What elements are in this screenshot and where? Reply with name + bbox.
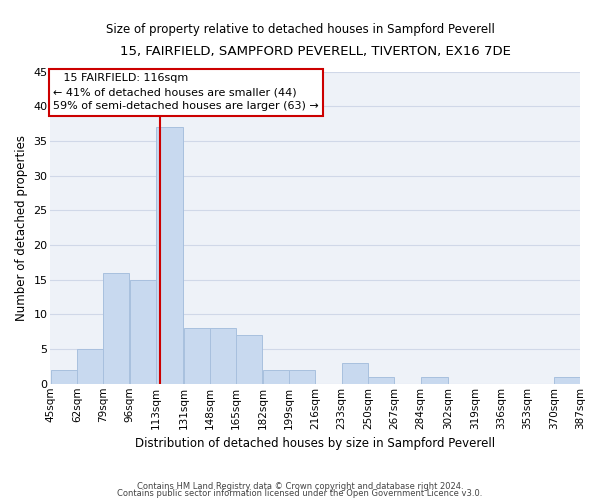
Bar xyxy=(156,127,184,384)
X-axis label: Distribution of detached houses by size in Sampford Peverell: Distribution of detached houses by size … xyxy=(135,437,495,450)
Bar xyxy=(130,280,155,384)
Bar xyxy=(554,377,580,384)
Bar xyxy=(103,273,129,384)
Bar xyxy=(263,370,289,384)
Bar xyxy=(289,370,315,384)
Text: Contains public sector information licensed under the Open Government Licence v3: Contains public sector information licen… xyxy=(118,490,482,498)
Bar xyxy=(421,377,448,384)
Text: 15 FAIRFIELD: 116sqm
← 41% of detached houses are smaller (44)
59% of semi-detac: 15 FAIRFIELD: 116sqm ← 41% of detached h… xyxy=(53,73,319,111)
Text: Contains HM Land Registry data © Crown copyright and database right 2024.: Contains HM Land Registry data © Crown c… xyxy=(137,482,463,491)
Y-axis label: Number of detached properties: Number of detached properties xyxy=(15,134,28,320)
Title: 15, FAIRFIELD, SAMPFORD PEVERELL, TIVERTON, EX16 7DE: 15, FAIRFIELD, SAMPFORD PEVERELL, TIVERT… xyxy=(120,45,511,58)
Bar xyxy=(77,349,103,384)
Bar xyxy=(368,377,394,384)
Bar xyxy=(236,335,262,384)
Bar xyxy=(210,328,236,384)
Bar xyxy=(50,370,77,384)
Bar xyxy=(342,363,368,384)
Text: Size of property relative to detached houses in Sampford Peverell: Size of property relative to detached ho… xyxy=(106,22,494,36)
Bar xyxy=(184,328,210,384)
